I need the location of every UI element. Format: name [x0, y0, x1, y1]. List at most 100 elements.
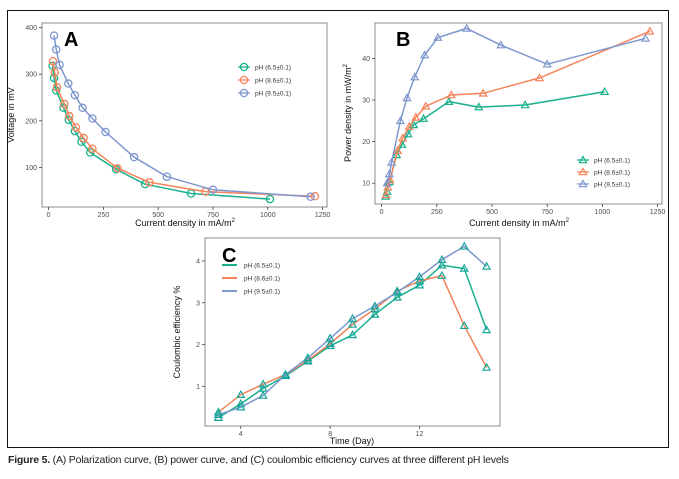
data-point [55, 60, 64, 70]
data-point [265, 194, 275, 204]
y-tick-label: 10 [362, 181, 370, 188]
x-tick-label: 1000 [595, 209, 611, 216]
legend-label: pH (6.5±0.1) [255, 65, 291, 72]
data-point [411, 112, 421, 121]
y-axis-title-superscript: 2 [343, 63, 349, 67]
data-point [382, 178, 392, 187]
data-point [325, 333, 335, 342]
data-point [481, 362, 492, 371]
y-axis-title: Coulombic efficiency % [172, 286, 182, 379]
x-axis-title: Current density in mA/m2 [469, 218, 570, 228]
data-point [52, 83, 62, 92]
data-point [444, 96, 454, 105]
data-point [446, 90, 456, 99]
data-point [370, 301, 380, 310]
data-point [347, 330, 358, 339]
figure-caption: Figure 5. (A) Polarization curve, (B) po… [8, 454, 509, 466]
data-point [50, 68, 59, 77]
data-point [347, 313, 358, 322]
data-point [52, 45, 61, 54]
x-tick-label: 12 [416, 431, 424, 438]
data-point [392, 287, 402, 296]
data-point [433, 32, 443, 41]
data-point [101, 127, 110, 137]
x-axis-title-superscript: 2 [566, 218, 570, 224]
data-point [414, 272, 425, 281]
y-axis-title: Power density in mW/m2 [343, 63, 353, 162]
x-tick-label: 500 [486, 209, 498, 216]
data-point [129, 152, 139, 162]
x-tick-label: 0 [47, 212, 51, 219]
y-tick-label: 400 [25, 25, 37, 32]
x-tick-label: 250 [98, 212, 110, 219]
legend-swatch-marker [578, 167, 588, 176]
data-point [383, 182, 393, 191]
series-ph95 [213, 241, 492, 419]
y-tick-label: 200 [25, 118, 37, 125]
y-axis-title: Voltage in mV [6, 87, 16, 143]
figure-caption-label: Figure 5. [8, 454, 50, 466]
legend: pH (6.5±0.1) pH (8.6±0.1) pH (9.5±0.1) [238, 62, 291, 98]
data-point [381, 190, 391, 199]
legend-label: pH (8.6±0.1) [244, 276, 280, 283]
data-point [370, 309, 380, 318]
x-tick-label: 750 [207, 212, 219, 219]
legend-label: pH (9.5±0.1) [255, 91, 291, 98]
data-point [645, 26, 655, 35]
data-point [145, 178, 154, 187]
x-tick-label: 8 [328, 431, 332, 438]
data-point [478, 88, 488, 97]
data-point [640, 33, 651, 42]
data-point [88, 114, 97, 123]
series-ph86 [48, 56, 320, 201]
data-point [418, 113, 429, 123]
x-axis-title-text: Time (Day) [330, 436, 374, 446]
series-ph86 [381, 26, 655, 199]
data-point [461, 23, 472, 32]
data-point [542, 59, 552, 68]
series-line [218, 245, 488, 416]
data-point [113, 164, 122, 173]
series-line [217, 274, 488, 413]
y-axis-title-text: Voltage in mV [6, 87, 16, 143]
data-point [258, 379, 268, 388]
data-point [236, 402, 246, 411]
legend-swatch-marker [239, 75, 249, 85]
data-point [474, 102, 484, 111]
legend: pH (6.5±0.1) pH (8.6±0.1) pH (9.5±0.1) [577, 155, 630, 189]
data-point [599, 86, 610, 95]
legend-label: pH (9.5±0.1) [594, 182, 630, 189]
plot-frame [374, 22, 663, 205]
series-line [51, 65, 271, 200]
data-point [392, 292, 402, 301]
data-point [70, 90, 80, 100]
data-point [384, 169, 394, 178]
x-axis-title-superscript: 2 [232, 218, 236, 224]
panel-b-power-chart: 0 250 500 750 1000 1250 10 20 30 40 Current densit… [343, 22, 665, 228]
data-point [459, 320, 469, 330]
data-point [65, 111, 74, 121]
data-point [410, 72, 420, 81]
data-point [459, 263, 469, 272]
x-tick-label: 1250 [315, 212, 331, 219]
data-point [49, 73, 59, 83]
data-point [310, 192, 320, 201]
x-axis-title: Current density in mA/m2 [135, 218, 236, 228]
legend-label: pH (6.5±0.1) [244, 263, 280, 270]
data-point [386, 157, 397, 166]
series-line [385, 30, 651, 195]
data-point [420, 50, 430, 59]
data-point [392, 145, 403, 155]
data-point [59, 103, 68, 113]
x-tick-label: 500 [152, 212, 164, 219]
legend-item: pH (8.6±0.1) [577, 167, 630, 177]
legend: pH (6.5±0.1) pH (8.6±0.1) pH (9.5±0.1) [222, 263, 280, 296]
data-point [64, 79, 73, 88]
data-point [306, 192, 315, 202]
data-point [303, 353, 313, 362]
data-point [459, 241, 469, 250]
series-ph95 [382, 23, 651, 187]
legend-item: pH (6.5±0.1) [222, 263, 280, 270]
legend-item: pH (6.5±0.1) [238, 62, 291, 72]
